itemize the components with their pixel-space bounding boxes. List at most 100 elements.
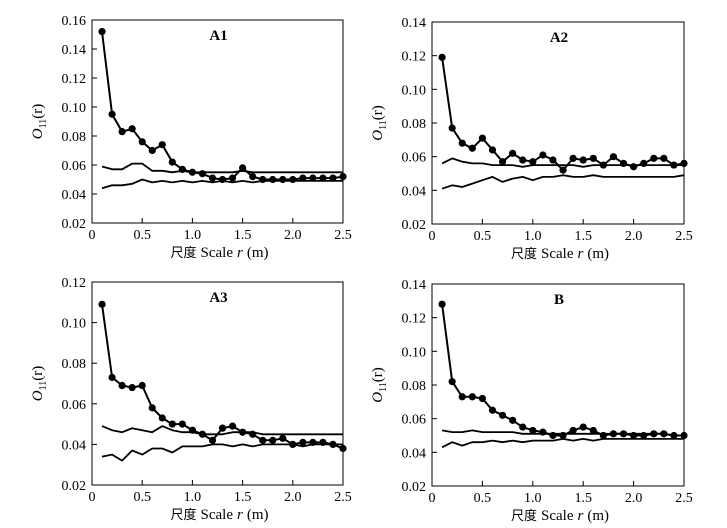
- y-tick-label: 0.08: [402, 117, 427, 132]
- y-tick-label: 0.04: [402, 184, 427, 199]
- data-point: [178, 420, 186, 428]
- data-point: [259, 436, 267, 444]
- x-tick-label: 1.5: [574, 229, 592, 244]
- x-tick-label: 1.0: [184, 228, 202, 243]
- data-point: [98, 300, 106, 308]
- data-point: [299, 174, 307, 182]
- data-point: [559, 166, 567, 174]
- data-point: [329, 174, 337, 182]
- data-point: [599, 161, 607, 169]
- data-point: [660, 430, 668, 438]
- data-point: [218, 175, 227, 184]
- series-line-observed: [101, 31, 344, 181]
- data-point: [128, 383, 136, 392]
- x-tick-label: 2.5: [675, 491, 693, 506]
- data-point: [269, 175, 277, 184]
- y-axis-title-arg: (r): [30, 366, 46, 381]
- data-point: [448, 124, 456, 132]
- x-tick-label: 2.5: [334, 490, 352, 505]
- data-point: [339, 444, 347, 453]
- data-point: [309, 174, 317, 182]
- data-point: [529, 426, 537, 435]
- data-point: [148, 404, 156, 412]
- data-point: [670, 431, 678, 440]
- data-point: [478, 134, 486, 142]
- y-tick-label: 0.10: [62, 101, 87, 116]
- data-point: [468, 144, 476, 152]
- data-point: [670, 161, 678, 169]
- y-axis-title-sub: 11: [38, 119, 49, 129]
- y-tick-label: 0.06: [62, 159, 87, 174]
- data-point: [589, 154, 597, 162]
- x-axis-title: 尺度 Scale r (m): [170, 507, 268, 523]
- series-line-lower: [101, 443, 343, 462]
- y-axis-title-main: O: [30, 390, 46, 401]
- x-tick-label: 0.5: [474, 491, 492, 506]
- y-tick-label: 0.12: [62, 276, 87, 291]
- x-tick-label: 1.0: [524, 491, 542, 506]
- data-point: [158, 141, 166, 149]
- x-tick-label: 0: [429, 229, 436, 244]
- data-point: [569, 154, 577, 162]
- panel-label: B: [554, 292, 564, 308]
- data-point: [509, 416, 517, 424]
- series-line-lower: [441, 174, 685, 190]
- y-tick-label: 0.04: [62, 438, 87, 453]
- data-point: [599, 431, 607, 440]
- x-tick-label: 2.0: [625, 229, 643, 244]
- data-point: [108, 110, 116, 118]
- data-point: [559, 431, 567, 440]
- data-point: [299, 438, 307, 446]
- data-point: [539, 151, 547, 159]
- y-tick-label: 0.08: [62, 357, 87, 372]
- series-line-observed: [441, 304, 684, 437]
- data-point: [448, 378, 456, 386]
- data-point: [509, 149, 517, 157]
- data-point: [458, 139, 466, 147]
- x-tick-label: 2.0: [284, 490, 302, 505]
- x-axis-title-var: r: [577, 508, 583, 524]
- data-point: [438, 300, 446, 308]
- y-tick-label: 0.06: [62, 398, 87, 413]
- data-point: [289, 175, 297, 184]
- data-point: [289, 440, 297, 448]
- plot-frame: [431, 283, 685, 487]
- x-axis-title-cjk: 尺度: [170, 245, 196, 261]
- y-axis-title: O11(r): [370, 105, 389, 140]
- data-point: [208, 436, 217, 444]
- y-axis-title: O11(r): [370, 367, 389, 402]
- x-axis-title-text: Scale: [201, 245, 234, 261]
- y-axis-title: O11(r): [30, 104, 49, 139]
- y-tick-label: 0.10: [402, 345, 427, 360]
- data-point: [198, 430, 207, 438]
- data-point: [579, 156, 587, 164]
- y-tick-label: 0.02: [62, 479, 87, 494]
- y-axis-title-arg: (r): [370, 367, 386, 382]
- data-point: [138, 138, 146, 146]
- data-point: [519, 423, 527, 431]
- x-tick-label: 0: [89, 228, 96, 243]
- data-point: [249, 173, 257, 181]
- x-axis-title-cjk: 尺度: [511, 508, 537, 524]
- x-axis-title: 尺度 Scale r (m): [511, 246, 609, 262]
- data-point: [589, 426, 597, 435]
- data-point: [488, 406, 497, 414]
- plot-frame: [91, 19, 344, 224]
- data-point: [438, 53, 446, 61]
- data-point: [128, 125, 136, 133]
- x-tick-label: 0.5: [474, 229, 492, 244]
- x-axis-title-var: r: [237, 507, 243, 523]
- y-tick-label: 0.12: [62, 72, 87, 87]
- data-point: [488, 146, 497, 154]
- data-point: [660, 154, 668, 162]
- data-point: [228, 174, 237, 182]
- data-point: [168, 420, 176, 428]
- x-axis-title-var: r: [237, 245, 243, 261]
- data-point: [609, 153, 618, 161]
- data-point: [650, 430, 658, 438]
- x-tick-label: 2.5: [334, 228, 352, 243]
- panel-label: A1: [209, 28, 227, 44]
- data-point: [549, 156, 557, 164]
- x-axis-title: 尺度 Scale r (m): [511, 508, 609, 524]
- data-point: [529, 158, 537, 166]
